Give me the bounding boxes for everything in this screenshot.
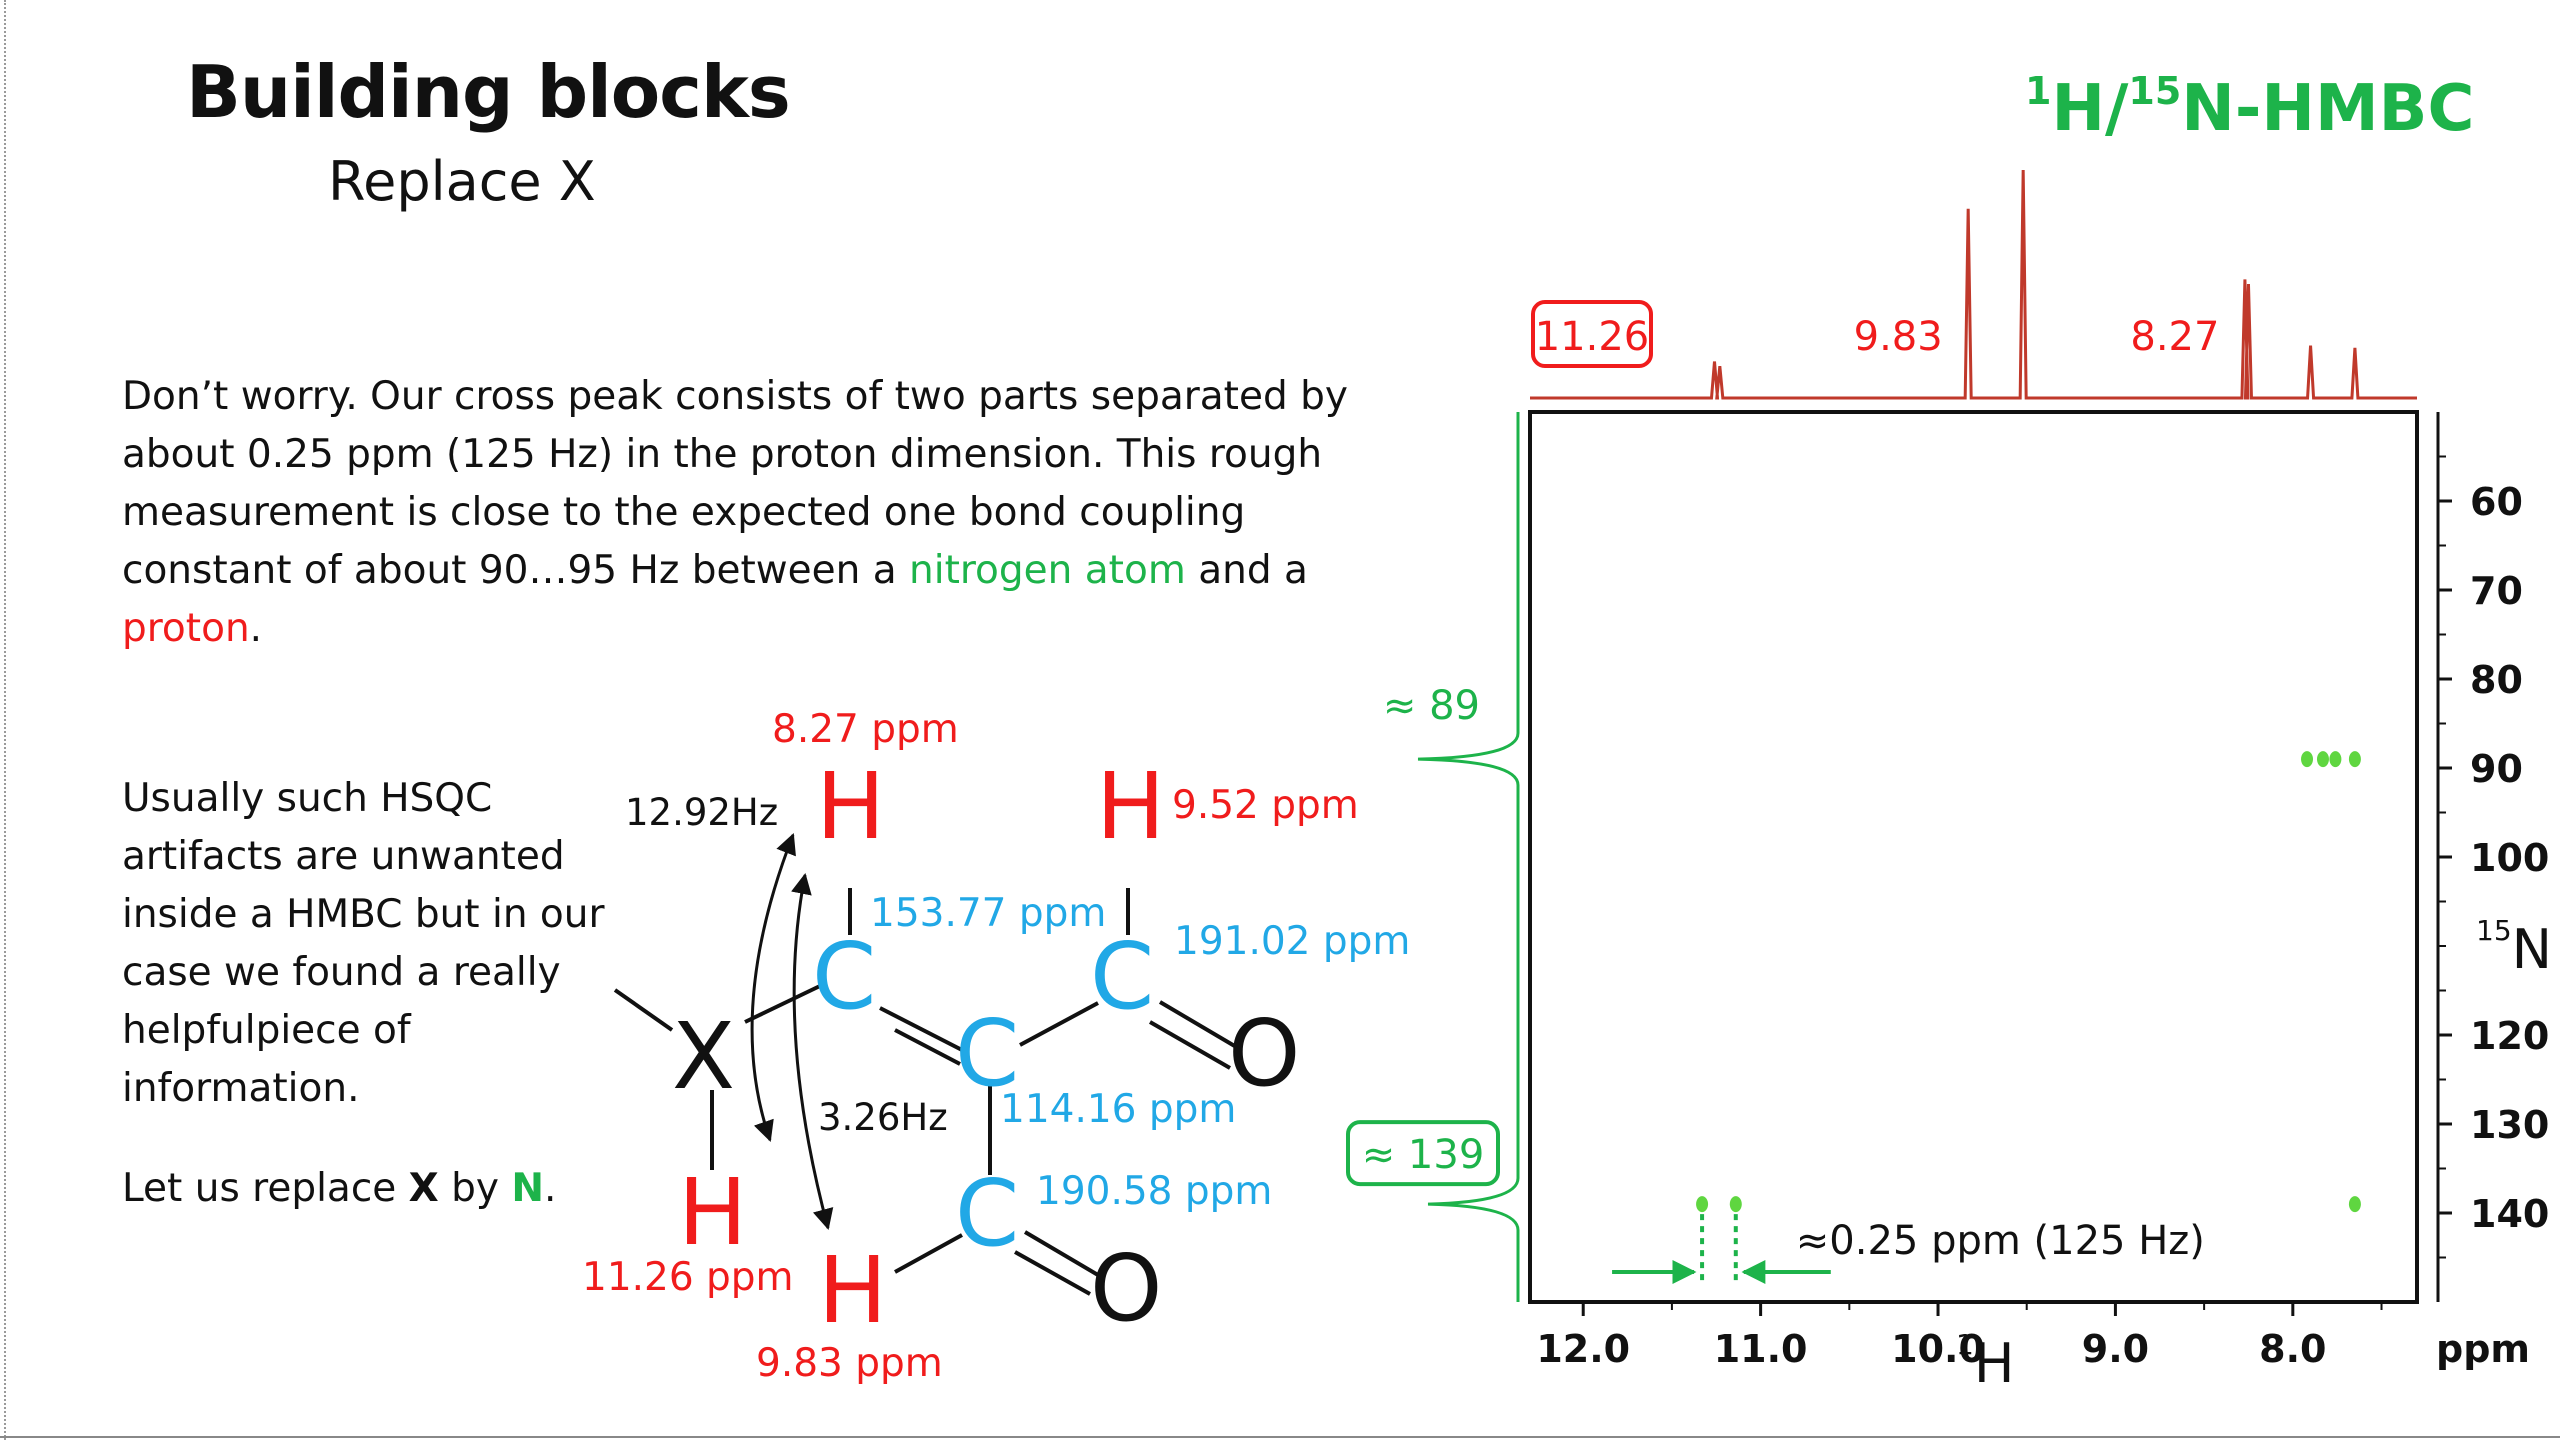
shift-c3: 191.02 ppm	[1174, 919, 1410, 964]
atom-c4: C	[955, 1160, 1019, 1267]
shift-h-bottom-left: 11.26 ppm	[582, 1255, 794, 1300]
atom-h-bottom-right: H	[818, 1237, 887, 1344]
chart-title: 1H/15N-HMBC	[2025, 69, 2474, 146]
explanation-text: Don’t worry. Our cross peak consists of …	[122, 374, 1348, 593]
x-tick-label: 8.0	[2259, 1327, 2326, 1371]
cross-peak	[1696, 1196, 1709, 1213]
peak-labels: 11.26 9.83 8.27 ≈ 89 ≈ 139	[1346, 300, 2219, 1187]
atom-h-top-right: H	[1096, 753, 1165, 860]
proton-highlight: proton	[122, 606, 250, 651]
nitrogen-projection-trace	[1417, 412, 1520, 1302]
hsqc-artifact-paragraph: Usually such HSQC artifacts are unwanted…	[122, 776, 605, 1111]
boxed-label-frame	[1346, 1120, 1500, 1187]
top-peak-label: 9.83	[1854, 314, 1943, 360]
slide-title: Building blocks	[186, 50, 791, 134]
y-tick-label: 100	[2470, 836, 2549, 880]
top-projection	[1530, 169, 2417, 400]
bond-c3-o-a	[1158, 1000, 1240, 1050]
x-axis-label: 1H	[1956, 1328, 2014, 1395]
shift-c4: 190.58 ppm	[1036, 1169, 1272, 1214]
plot-frame	[1528, 410, 2419, 1304]
side-projection	[1417, 412, 1520, 1302]
replace-x-label: X	[408, 1166, 439, 1211]
coupling-label-short: 3.26Hz	[818, 1096, 948, 1139]
cross-peak	[1729, 1196, 1742, 1213]
nitrogen-atom-highlight: nitrogen atom	[909, 548, 1186, 593]
side-peak-label: ≈ 139	[1362, 1132, 1485, 1178]
atom-c3: C	[1090, 923, 1154, 1030]
splitting-annotation: ≈0.25 ppm (125 Hz)	[1612, 1214, 2205, 1285]
slide-left-border	[4, 0, 6, 1440]
bond-c4-o-a	[1023, 1230, 1100, 1277]
replace-text-2: by	[438, 1166, 512, 1211]
explanation-text-2: and a	[1185, 548, 1308, 593]
shift-c1: 153.77 ppm	[870, 891, 1106, 936]
x-tick-label: 11.0	[1714, 1327, 1808, 1371]
bond-c4-h	[894, 1233, 963, 1274]
coupling-arrow-short	[791, 872, 834, 1231]
x-tick-label: 9.0	[2082, 1327, 2149, 1371]
slide-subtitle: Replace X	[328, 150, 596, 213]
bond-methyl-x	[613, 988, 674, 1032]
replace-text-3: .	[544, 1166, 557, 1211]
y-axis: 60 70 80 90 100 120 130 140	[2436, 412, 2549, 1302]
replace-n-label: N	[511, 1166, 545, 1211]
shift-h-top-right: 9.52 ppm	[1172, 783, 1359, 828]
atom-o-top: O	[1228, 1000, 1300, 1107]
x-axis: 12.0 11.0 10.0 9.0 8.0	[1536, 1302, 2383, 1371]
split-annotation-label: ≈0.25 ppm (125 Hz)	[1796, 1218, 2205, 1264]
y-tick-label: 140	[2470, 1192, 2549, 1236]
bond-c1-c2-b	[894, 1028, 961, 1066]
cross-peak	[2316, 751, 2329, 768]
cross-peak	[2348, 751, 2361, 768]
shift-h-bottom-right: 9.83 ppm	[756, 1341, 943, 1386]
shift-h-top-left: 8.27 ppm	[772, 707, 959, 752]
atom-c1: C	[812, 923, 876, 1030]
atom-x: X	[672, 1003, 735, 1110]
x-tick-label: 12.0	[1536, 1327, 1630, 1371]
cross-peak	[2329, 751, 2342, 768]
proton-projection-trace	[1530, 169, 2417, 400]
cross-peak	[2348, 1196, 2361, 1213]
y-tick-label: 130	[2470, 1103, 2549, 1147]
bond-c2-c3	[1019, 1001, 1099, 1047]
y-axis-label: 15N	[2476, 914, 2552, 981]
y-tick-label: 90	[2470, 747, 2523, 791]
y-tick-label: 120	[2470, 1014, 2549, 1058]
bond-c4-o-b	[1014, 1250, 1091, 1296]
atom-c2: C	[955, 1000, 1019, 1107]
replace-paragraph: Let us replace X by N.	[122, 1160, 556, 1218]
bond-c1-c2-a	[879, 1006, 963, 1052]
y-tick-label: 60	[2470, 480, 2523, 524]
slide-bottom-border	[0, 1436, 2560, 1438]
atom-h-top-left: H	[816, 753, 885, 860]
coupling-arrow-long	[750, 833, 796, 1142]
top-peak-label: 11.26	[1535, 314, 1650, 360]
cross-peak	[2301, 751, 2314, 768]
x-tick-label: 10.0	[1891, 1327, 1985, 1371]
explanation-paragraph: Don’t worry. Our cross peak consists of …	[122, 368, 1402, 658]
atom-h-bottom-left: H	[678, 1159, 747, 1266]
side-peak-label: ≈ 89	[1383, 683, 1480, 729]
replace-text: Let us replace	[122, 1166, 409, 1211]
atom-o-bottom: O	[1090, 1235, 1162, 1342]
explanation-text-3: .	[249, 606, 263, 651]
top-peak-label: 8.27	[2130, 314, 2219, 360]
boxed-label-frame	[1531, 300, 1653, 368]
y-tick-label: 80	[2470, 658, 2523, 702]
bond-c3-o-b	[1149, 1020, 1231, 1070]
cross-peaks	[1696, 751, 2361, 1213]
x-axis-unit: ppm	[2436, 1327, 2530, 1371]
shift-c2: 114.16 ppm	[1000, 1087, 1236, 1132]
y-tick-label: 70	[2470, 569, 2523, 613]
coupling-label-long: 12.92Hz	[625, 791, 778, 834]
